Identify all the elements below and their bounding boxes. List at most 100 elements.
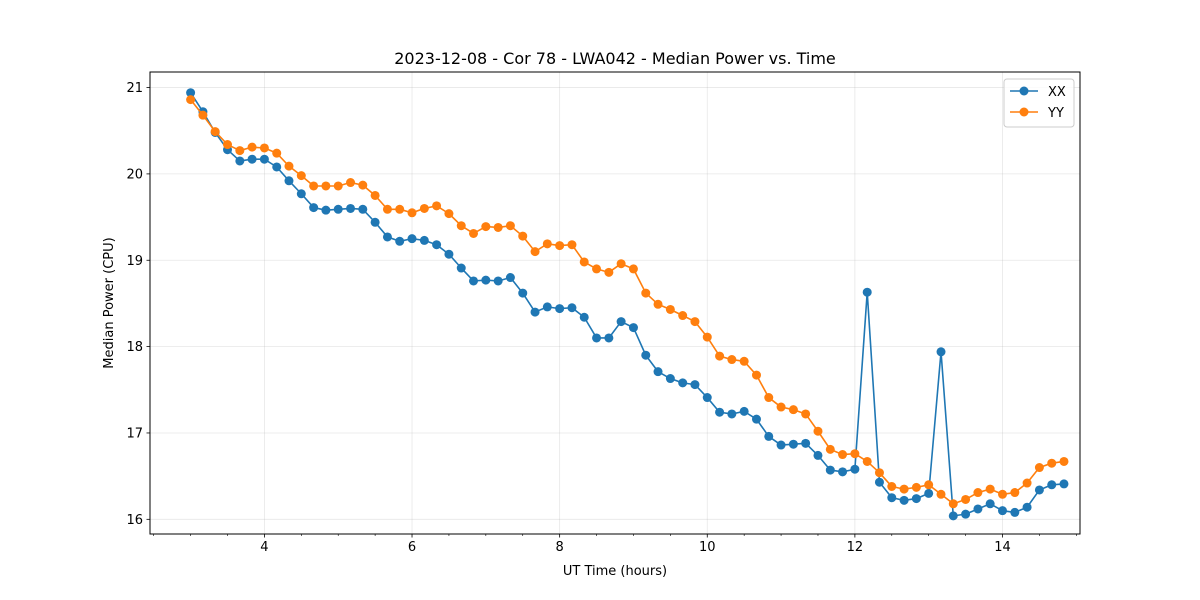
data-point-xx [530, 307, 540, 317]
data-point-yy [813, 426, 823, 436]
data-point-yy [481, 222, 491, 232]
data-point-xx [788, 439, 798, 449]
data-point-yy [948, 499, 958, 509]
legend-marker-xx [1019, 86, 1029, 96]
data-point-yy [198, 110, 208, 120]
data-point-yy [751, 370, 761, 380]
data-point-yy [850, 449, 860, 459]
data-point-yy [604, 267, 614, 277]
data-point-yy [764, 393, 774, 403]
data-point-yy [235, 146, 245, 156]
data-point-xx [899, 495, 909, 505]
data-point-xx [247, 154, 257, 164]
data-point-yy [186, 95, 196, 105]
data-point-xx [813, 450, 823, 460]
data-point-yy [727, 355, 737, 365]
data-point-yy [1059, 456, 1069, 466]
x-tick-label: 14 [994, 540, 1011, 555]
y-tick-label: 18 [126, 340, 143, 355]
data-point-xx [973, 504, 983, 514]
data-point-yy [936, 489, 946, 499]
x-tick-label: 4 [260, 540, 268, 555]
data-point-xx [948, 511, 958, 521]
data-point-xx [616, 317, 626, 327]
data-point-yy [518, 231, 528, 241]
chart-title: 2023-12-08 - Cor 78 - LWA042 - Median Po… [394, 49, 836, 68]
data-point-yy [395, 204, 405, 214]
data-point-yy [309, 181, 319, 191]
data-point-xx [407, 234, 417, 244]
data-point-xx [874, 477, 884, 487]
series-layer [186, 88, 1069, 521]
data-point-xx [862, 287, 872, 297]
data-point-yy [678, 311, 688, 321]
data-point-xx [985, 499, 995, 509]
data-point-yy [887, 482, 897, 491]
data-point-yy [776, 402, 786, 412]
data-point-yy [1010, 488, 1020, 498]
data-point-yy [899, 484, 909, 494]
data-point-xx [321, 205, 331, 215]
data-point-xx [702, 393, 712, 403]
data-point-yy [419, 203, 429, 213]
data-point-yy [567, 240, 577, 250]
data-point-xx [604, 333, 614, 343]
data-point-xx [776, 440, 786, 450]
legend-label-yy: YY [1047, 106, 1064, 121]
data-point-yy [456, 221, 466, 231]
data-point-yy [690, 317, 700, 327]
data-point-yy [924, 480, 934, 490]
data-point-yy [284, 161, 294, 171]
data-point-yy [346, 178, 356, 188]
legend: XX YY [1003, 78, 1075, 128]
data-point-xx [505, 273, 515, 283]
data-point-xx [936, 347, 946, 357]
data-point-yy [333, 181, 343, 191]
data-point-xx [333, 204, 343, 214]
x-axis-label: UT Time (hours) [563, 564, 667, 579]
data-point-xx [493, 276, 503, 286]
data-point-yy [530, 247, 540, 257]
data-point-xx [998, 506, 1007, 516]
data-point-yy [493, 222, 503, 232]
data-point-xx [284, 176, 294, 186]
data-point-yy [259, 143, 269, 153]
data-point-yy [1022, 478, 1032, 488]
data-point-xx [592, 333, 602, 343]
data-point-yy [321, 181, 331, 191]
data-point-yy [223, 140, 232, 150]
data-point-xx [579, 312, 589, 322]
data-point-yy [382, 204, 392, 214]
axis-ticks: 4 6 8 10 12 14 16 17 18 19 20 21 [126, 81, 1077, 555]
data-point-yy [998, 489, 1007, 499]
data-point-yy [985, 484, 995, 494]
data-point-yy [444, 209, 454, 219]
data-point-yy [592, 264, 602, 274]
data-point-yy [1034, 463, 1044, 473]
data-point-yy [801, 409, 811, 419]
data-point-yy [825, 444, 835, 454]
data-point-yy [272, 148, 282, 158]
data-point-yy [788, 405, 798, 415]
data-point-xx [272, 162, 282, 172]
legend-label-xx: XX [1048, 85, 1066, 100]
data-point-xx [1010, 507, 1020, 517]
data-point-xx [1059, 479, 1069, 489]
data-point-yy [715, 351, 725, 361]
y-tick-label: 21 [126, 81, 143, 96]
x-tick-label: 12 [847, 540, 864, 555]
data-point-yy [505, 221, 515, 231]
data-point-yy [370, 190, 380, 200]
x-tick-label: 8 [556, 540, 564, 555]
data-point-xx [764, 431, 774, 441]
data-point-yy [210, 127, 220, 137]
data-point-yy [961, 494, 971, 504]
data-point-xx [382, 232, 392, 242]
data-point-yy [641, 288, 651, 298]
data-point-xx [887, 493, 897, 503]
data-point-yy [555, 241, 565, 251]
y-tick-label: 16 [126, 513, 143, 528]
legend-marker-yy [1019, 107, 1029, 117]
data-point-xx [481, 275, 491, 285]
data-point-xx [678, 378, 688, 388]
